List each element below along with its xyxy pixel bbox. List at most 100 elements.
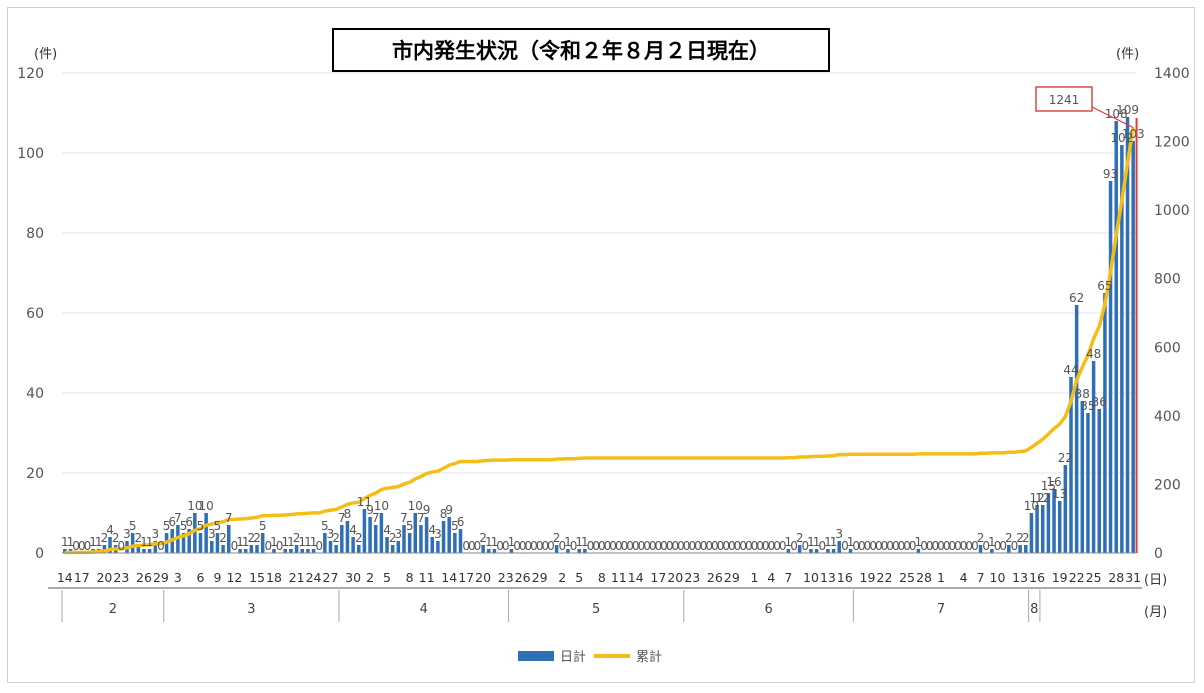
bar-value-label: 44: [1063, 363, 1078, 377]
x-date-tick: 26: [515, 570, 531, 585]
legend-cumulative-swatch: [594, 653, 631, 658]
x-date-tick: 27: [323, 570, 339, 585]
bar: [1057, 501, 1062, 553]
bar-value-label: 7: [225, 511, 233, 525]
legend-cumulative-label: 累計: [636, 650, 663, 665]
bar-value-label: 5: [259, 519, 267, 533]
bar: [826, 549, 830, 553]
y-left-tick: 60: [26, 306, 44, 322]
x-date-tick: 2: [366, 570, 374, 585]
bar: [1007, 545, 1011, 553]
bar: [1029, 513, 1034, 553]
bar-value-label: 0: [632, 539, 640, 553]
x-date-tick: 5: [575, 570, 583, 585]
x-date-tick: 22: [1069, 570, 1085, 585]
bar-value-label: 0: [756, 539, 764, 553]
bar-value-label: 0: [530, 539, 538, 553]
bar-value-label: 2: [293, 531, 301, 545]
bar: [221, 545, 225, 553]
bar-value-label: 0: [84, 539, 92, 553]
bar: [181, 533, 186, 553]
bar-value-label: 5: [321, 519, 329, 533]
bar-value-label: 2: [112, 531, 120, 545]
bar-value-label: 0: [903, 539, 911, 553]
x-month-label: 4: [420, 602, 428, 617]
x-date-tick: 17: [74, 570, 90, 585]
bar-value-label: 93: [1103, 167, 1118, 181]
bar-value-label: 0: [994, 539, 1002, 553]
legend-daily-label: 日計: [560, 650, 587, 665]
bar: [306, 549, 310, 553]
bar-value-label: 1: [485, 535, 493, 549]
x-date-tick: 21: [289, 570, 305, 585]
bar: [215, 533, 220, 553]
x-month-label: 5: [592, 602, 600, 617]
bar: [396, 541, 401, 553]
bar-value-label: 0: [265, 539, 273, 553]
bar: [453, 533, 457, 553]
bar-value-label: 62: [1069, 291, 1084, 305]
bar-value-label: 0: [643, 539, 651, 553]
bar-value-label: 0: [315, 539, 323, 553]
bar-value-label: 6: [168, 515, 176, 529]
y-right-tick: 600: [1154, 340, 1181, 356]
x-date-tick: 2: [558, 570, 566, 585]
bar-value-label: 2: [553, 531, 561, 545]
y-right-tick: 1200: [1154, 135, 1190, 151]
bar-value-label: 108: [1105, 107, 1128, 121]
x-date-tick: 22: [877, 570, 893, 585]
bar: [458, 529, 463, 553]
bar-value-label: 0: [768, 539, 776, 553]
bar-value-label: 0: [638, 539, 646, 553]
bar: [142, 549, 146, 553]
bar-value-label: 0: [655, 539, 663, 553]
x-date-tick: 23: [113, 570, 129, 585]
bar-value-label: 0: [474, 539, 482, 553]
bar-value-label: 10: [374, 499, 389, 513]
chart-frame: [7, 7, 1195, 683]
bar-value-label: 0: [570, 539, 578, 553]
bar-value-label: 0: [734, 539, 742, 553]
bar-value-label: 2: [479, 531, 487, 545]
bar: [1046, 493, 1051, 553]
bar-value-label: 3: [835, 527, 843, 541]
bar-value-label: 0: [886, 539, 894, 553]
bar-value-label: 2: [332, 531, 340, 545]
bar-value-label: 0: [700, 539, 708, 553]
bar: [481, 545, 485, 553]
bar: [1108, 181, 1113, 553]
y-left-tick: 0: [35, 546, 44, 562]
bar-value-label: 1: [830, 535, 838, 549]
bar-value-label: 0: [660, 539, 668, 553]
bar-value-label: 1: [807, 535, 815, 549]
bar-value-label: 3: [395, 527, 403, 541]
bar-value-label: 4: [428, 523, 436, 537]
bar-value-label: 0: [468, 539, 476, 553]
bar-value-label: 2: [219, 531, 227, 545]
bar: [136, 545, 141, 553]
bar-value-label: 5: [451, 519, 459, 533]
annotation-leader: [1089, 105, 1134, 129]
bar: [340, 525, 344, 553]
bar-value-label: 1: [242, 535, 250, 549]
x-month-label: 8: [1030, 602, 1038, 617]
bar: [436, 541, 440, 553]
bar-value-label: 65: [1097, 279, 1112, 293]
bar-value-label: 1: [287, 535, 295, 549]
x-date-tick: 23: [684, 570, 700, 585]
bar-value-label: 0: [626, 539, 634, 553]
y-right-tick: 1400: [1154, 66, 1190, 82]
bar-value-label: 0: [881, 539, 889, 553]
bar-value-label: 0: [496, 539, 504, 553]
bar-value-label: 0: [1011, 539, 1019, 553]
bar-value-label: 0: [598, 539, 606, 553]
bar-value-label: 1: [89, 535, 97, 549]
bar: [1018, 545, 1022, 553]
y-left-tick: 120: [17, 66, 44, 82]
bar: [419, 525, 423, 553]
bar-value-label: 2: [1022, 531, 1030, 545]
bar-value-label: 0: [898, 539, 906, 553]
bar: [786, 549, 791, 553]
x-date-tick: 8: [598, 570, 606, 585]
bar-value-label: 1: [61, 535, 69, 549]
